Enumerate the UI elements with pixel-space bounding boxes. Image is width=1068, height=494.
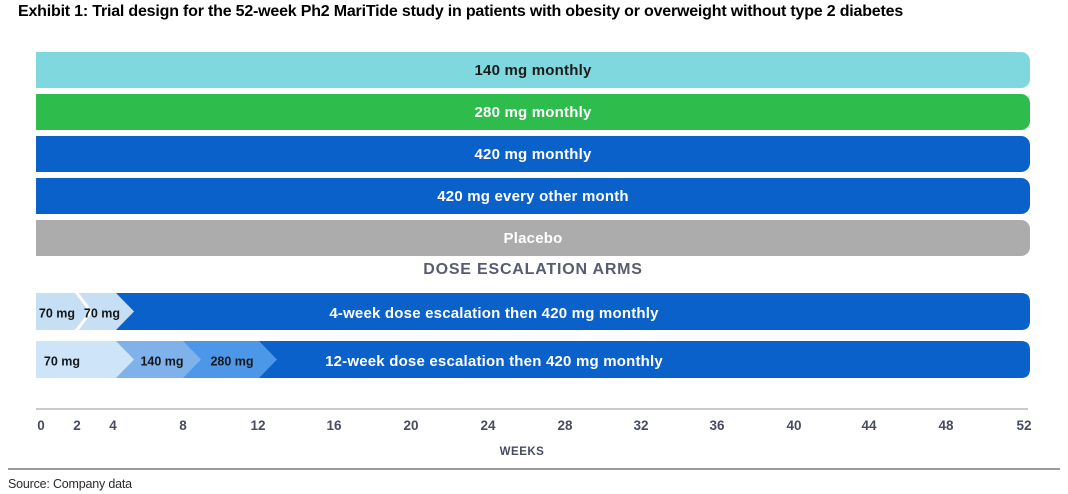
dose-segment: [36, 341, 134, 378]
dose-segment: [116, 341, 201, 378]
axis-label-weeks: WEEKS: [499, 446, 545, 458]
dose-segment-label: 70 mg: [44, 355, 80, 369]
exhibit-title: Exhibit 1: Trial design for the 52-week …: [18, 3, 904, 20]
arm-bar-140mg-monthly: 140 mg monthly: [36, 52, 1030, 88]
axis-tick: 52: [1016, 418, 1032, 433]
esc-arm-main-bar: [256, 341, 1030, 378]
axis-tick: 48: [938, 418, 954, 433]
axis-tick: 28: [557, 418, 573, 433]
arm-bar-label: 140 mg monthly: [474, 61, 592, 79]
axis-tick: 24: [480, 418, 496, 433]
arm-bar-label: Placebo: [503, 229, 563, 247]
arm-bar-label: 420 mg every other month: [437, 187, 629, 205]
divider-rule: [8, 468, 1060, 470]
esc-arm-4week: 70 mg 70 mg 4-week dose escalation then …: [36, 293, 1030, 330]
dose-segment: [36, 293, 91, 330]
dose-segment-label: 70 mg: [39, 307, 75, 321]
esc-arm-label: 4-week dose escalation then 420 mg month…: [329, 305, 659, 322]
axis-tick: 36: [709, 418, 725, 433]
dose-segment: [76, 293, 134, 330]
esc-arm-12week: 70 mg 140 mg 280 mg 12-week dose escalat…: [36, 341, 1030, 378]
segment-divider: [74, 293, 93, 330]
axis-tick: 2: [73, 418, 81, 433]
axis-tick: 44: [861, 418, 877, 433]
arm-bar-420mg-every-other-month: 420 mg every other month: [36, 178, 1030, 214]
dose-segment-label: 280 mg: [210, 355, 253, 369]
axis-tick: 8: [179, 418, 187, 433]
axis-tick: 40: [786, 418, 802, 433]
axis-tick: 16: [326, 418, 342, 433]
axis-tick: 4: [109, 418, 117, 433]
esc-arm-label: 12-week dose escalation then 420 mg mont…: [325, 353, 663, 370]
axis-tick: 32: [633, 418, 649, 433]
dose-escalation-heading: DOSE ESCALATION ARMS: [423, 261, 643, 278]
axis-tick: 20: [403, 418, 419, 433]
arm-bar-label: 420 mg monthly: [474, 145, 592, 163]
arm-bar-label: 280 mg monthly: [474, 103, 592, 121]
axis-line: [36, 408, 1028, 410]
source-note: Source: Company data: [8, 477, 132, 491]
arm-bar-420mg-monthly: 420 mg monthly: [36, 136, 1030, 172]
esc-arm-main-bar: [80, 293, 1030, 330]
dose-segment-label: 70 mg: [84, 307, 120, 321]
dose-segment-label: 140 mg: [140, 355, 183, 369]
axis-tick: 0: [37, 418, 45, 433]
axis-tick: 12: [250, 418, 266, 433]
arm-bar-placebo: Placebo: [36, 220, 1030, 256]
dose-segment: [183, 341, 277, 378]
arm-bar-280mg-monthly: 280 mg monthly: [36, 94, 1030, 130]
